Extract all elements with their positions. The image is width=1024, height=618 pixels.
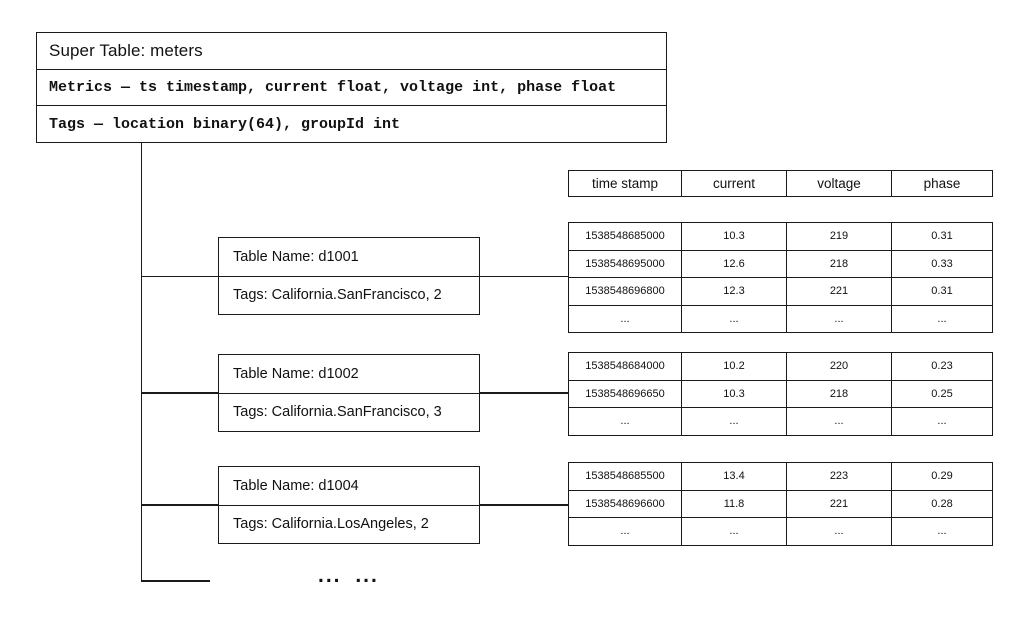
data-cell: 0.25 [891, 380, 992, 407]
data-cell: 0.31 [891, 223, 992, 250]
connector-branch-d1002 [141, 392, 218, 394]
subtable-tags: Tags: California.SanFrancisco, 2 [219, 275, 479, 315]
data-cell: 218 [786, 380, 891, 407]
data-cell: 1538548685500 [585, 470, 665, 483]
column-header-table: time stamp current voltage phase [568, 170, 993, 197]
data-cell: 221 [786, 278, 891, 305]
table-row: ... ... ... ... [569, 304, 992, 332]
data-cell: ... [620, 525, 630, 538]
data-cell: 10.3 [681, 223, 786, 250]
column-header-current: current [681, 171, 786, 196]
data-table-d1002: 1538548684000 10.2 220 0.23 153854869665… [568, 352, 993, 436]
super-table-title: Super Table: meters [49, 40, 203, 60]
data-cell: ... [620, 415, 630, 428]
table-row: 1538548695000 12.6 218 0.33 [569, 249, 992, 277]
subtable-name: Table Name: d1001 [233, 248, 359, 265]
super-table-tags: Tags — location binary(64), groupId int [37, 105, 666, 142]
data-cell: ... [891, 305, 992, 332]
data-cell: 1538548684000 [585, 360, 665, 373]
data-cell: 12.6 [681, 250, 786, 277]
super-table-box: Super Table: meters Metrics — ts timesta… [36, 32, 667, 143]
data-cell: 1538548696650 [585, 387, 665, 400]
connector-branch-d1001 [141, 275, 218, 277]
connector-branch-d1004 [141, 504, 218, 506]
data-cell: 1538548696800 [585, 285, 665, 298]
data-cell: 223 [786, 463, 891, 490]
data-cell: 0.23 [891, 353, 992, 380]
data-cell: ... [786, 518, 891, 545]
data-cell: 219 [786, 223, 891, 250]
more-tables-ellipsis: ... ... [318, 564, 379, 587]
table-row: ... ... ... ... [569, 517, 992, 545]
data-cell: 218 [786, 250, 891, 277]
data-cell: ... [620, 312, 630, 325]
data-table-d1001: 1538548685000 10.3 219 0.31 153854869500… [568, 222, 993, 333]
data-cell: 0.31 [891, 278, 992, 305]
data-cell: 220 [786, 353, 891, 380]
table-row: 1538548685000 10.3 219 0.31 [569, 223, 992, 250]
data-cell: 0.33 [891, 250, 992, 277]
column-header-time-stamp: time stamp [591, 176, 659, 191]
connector-d1002-data [480, 392, 568, 394]
data-cell: 1538548695000 [585, 257, 665, 270]
data-cell: ... [681, 408, 786, 435]
table-row: 1538548696650 10.3 218 0.25 [569, 379, 992, 407]
data-cell: 0.28 [891, 490, 992, 517]
column-header-phase: phase [891, 171, 992, 196]
subtable-tags: Tags: California.SanFrancisco, 3 [219, 392, 479, 432]
connector-trunk [140, 143, 142, 581]
data-cell: 0.29 [891, 463, 992, 490]
connector-d1004-data [480, 504, 568, 506]
table-row: 1538548684000 10.2 220 0.23 [569, 353, 992, 380]
data-cell: ... [786, 408, 891, 435]
data-cell: ... [786, 305, 891, 332]
data-cell: 10.2 [681, 353, 786, 380]
data-cell: 1538548696600 [585, 497, 665, 510]
data-cell: 10.3 [681, 380, 786, 407]
subtable-tags: Tags: California.LosAngeles, 2 [219, 504, 479, 544]
table-row: 1538548696600 11.8 221 0.28 [569, 489, 992, 517]
data-cell: 221 [786, 490, 891, 517]
connector-d1001-data [480, 275, 568, 277]
data-cell: ... [891, 518, 992, 545]
subtable-box-d1004: Table Name: d1004 Tags: California.LosAn… [218, 466, 480, 544]
subtable-name: Table Name: d1002 [233, 365, 359, 382]
data-cell: 11.8 [681, 490, 786, 517]
table-row: ... ... ... ... [569, 407, 992, 435]
data-cell: 12.3 [681, 278, 786, 305]
super-table-metrics: Metrics — ts timestamp, current float, v… [37, 68, 666, 106]
column-header-row: time stamp current voltage phase [569, 171, 992, 196]
column-header-voltage: voltage [786, 171, 891, 196]
subtable-box-d1001: Table Name: d1001 Tags: California.SanFr… [218, 237, 480, 315]
subtable-box-d1002: Table Name: d1002 Tags: California.SanFr… [218, 354, 480, 432]
table-row: 1538548685500 13.4 223 0.29 [569, 463, 992, 490]
data-cell: ... [681, 518, 786, 545]
subtable-name: Table Name: d1004 [233, 477, 359, 494]
data-cell: ... [891, 408, 992, 435]
data-cell: 13.4 [681, 463, 786, 490]
data-cell: ... [681, 305, 786, 332]
connector-branch-more [140, 580, 210, 582]
data-cell: 1538548685000 [585, 230, 665, 243]
table-row: 1538548696800 12.3 221 0.31 [569, 277, 992, 305]
data-table-d1004: 1538548685500 13.4 223 0.29 153854869660… [568, 462, 993, 546]
